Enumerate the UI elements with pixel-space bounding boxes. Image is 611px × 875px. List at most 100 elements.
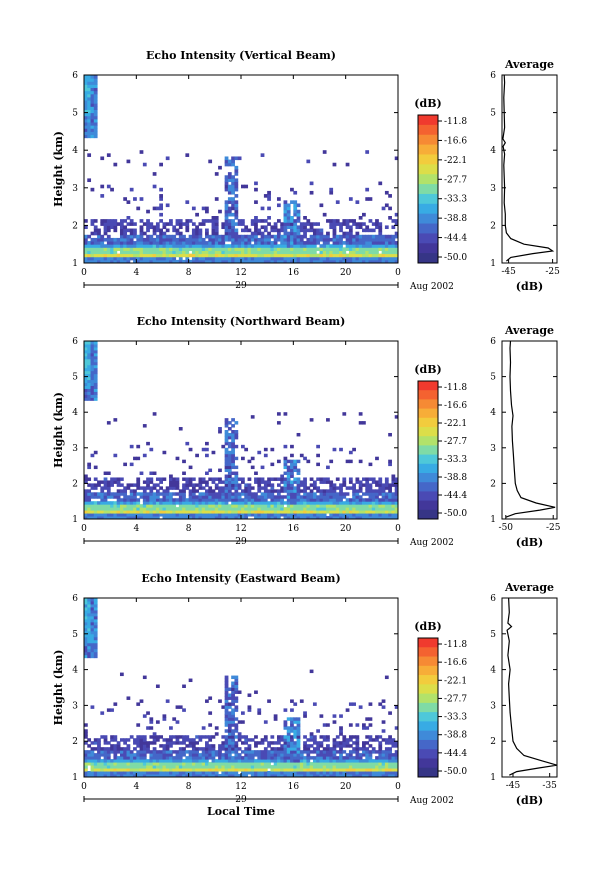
heatmap-cell <box>293 741 298 745</box>
heatmap-cell <box>100 747 105 751</box>
heatmap-cells <box>84 598 399 778</box>
heatmap-cell <box>362 747 366 751</box>
heatmap-cell <box>391 247 396 251</box>
heatmap-cell <box>231 774 235 778</box>
heatmap-cell <box>378 735 383 739</box>
heatmap-cell <box>175 244 180 248</box>
heatmap-cell <box>90 483 95 487</box>
heatmap-cell <box>371 750 376 754</box>
heatmap-cell <box>231 228 235 233</box>
heatmap-cell <box>155 750 160 754</box>
heatmap-cell <box>234 444 239 449</box>
heatmap-cell <box>231 684 235 688</box>
heatmap-cell <box>84 603 88 608</box>
heatmap-cell <box>116 771 121 775</box>
heatmap-cell <box>260 256 265 261</box>
heatmap-cell <box>185 244 190 248</box>
heatmap-cell <box>149 486 154 490</box>
heatmap-cell <box>93 96 98 101</box>
heatmap-cell <box>263 480 268 484</box>
heatmap-cell <box>100 241 105 245</box>
heatmap-cell <box>142 507 147 511</box>
heatmap-cell <box>254 477 258 481</box>
heatmap-cell <box>352 774 356 778</box>
heatmap-cell <box>100 253 105 258</box>
heatmap-cell <box>247 756 252 760</box>
heatmap-cell <box>224 159 229 164</box>
heatmap-cell <box>280 498 285 502</box>
heatmap-cell <box>381 501 386 505</box>
heatmap-cell <box>378 750 383 754</box>
heatmap-cell <box>355 738 360 742</box>
heatmap-cell <box>218 427 222 431</box>
heatmap-cell <box>133 495 137 499</box>
heatmap-cell <box>178 498 183 502</box>
heatmap-cell <box>342 219 347 223</box>
heatmap-cell <box>267 259 271 264</box>
heatmap-cell <box>355 762 360 766</box>
heatmap-cell <box>165 747 170 751</box>
heatmap-cell <box>155 510 160 514</box>
heatmap-cell <box>208 486 213 490</box>
heatmap-cell <box>319 768 324 772</box>
heatmap-cell <box>205 447 209 452</box>
heatmap-cell <box>241 756 245 760</box>
heatmap-cell <box>205 759 209 763</box>
heatmap-cell <box>332 495 337 499</box>
heatmap-cell <box>286 729 291 733</box>
heatmap-cell <box>299 483 304 487</box>
colorbar-swatch <box>418 390 438 400</box>
heatmap-cell <box>126 507 131 511</box>
heatmap-cell <box>231 732 235 736</box>
heatmap-cell <box>93 507 98 511</box>
heatmap-cell <box>84 367 88 372</box>
heatmap-cell <box>185 153 190 157</box>
heatmap-cell <box>394 741 399 745</box>
heatmap-cell <box>303 486 307 490</box>
heatmap-cell <box>201 206 206 211</box>
heatmap-cell <box>273 510 278 514</box>
heatmap-cell <box>123 510 128 514</box>
heatmap-cell <box>90 750 95 754</box>
heatmap-cell <box>97 774 101 778</box>
heatmap-cell <box>355 771 360 775</box>
heatmap-cell <box>110 187 114 192</box>
heatmap-cell <box>155 237 160 242</box>
heatmap-cell <box>371 759 376 763</box>
heatmap-cell <box>93 237 98 242</box>
heatmap-cell <box>110 762 114 766</box>
heatmap-cell <box>290 187 294 192</box>
heatmap-cell <box>84 606 88 611</box>
heatmap-cell <box>175 253 180 258</box>
heatmap-cell <box>84 630 88 635</box>
average-y-tick-label: 1 <box>490 773 496 783</box>
heatmap-cell <box>221 735 226 739</box>
heatmap-cell <box>123 513 128 517</box>
heatmap-cell <box>93 259 98 264</box>
heatmap-cell <box>227 747 232 751</box>
heatmap-cell <box>205 501 209 505</box>
heatmap-cell <box>110 225 114 230</box>
heatmap-cell <box>368 486 373 490</box>
heatmap-cell <box>90 231 95 236</box>
heatmap-cell <box>316 477 320 481</box>
heatmap-cell <box>110 247 114 251</box>
heatmap-cell <box>241 234 245 239</box>
heatmap-cell <box>335 762 340 766</box>
heatmap-cell <box>267 750 271 754</box>
heatmap-cell <box>345 507 350 511</box>
heatmap-cell <box>371 774 376 778</box>
heatmap-cell <box>103 750 108 754</box>
heatmap-cell <box>260 753 265 757</box>
heatmap-cell <box>119 759 124 763</box>
heatmap-cell <box>90 606 95 611</box>
average-unit: (dB) <box>516 794 543 807</box>
heatmap-cell <box>227 234 232 239</box>
heatmap-cell <box>224 256 229 261</box>
heatmap-cell <box>195 504 199 508</box>
heatmap-cell <box>136 234 141 239</box>
heatmap-cell <box>326 771 330 775</box>
heatmap-cell <box>358 253 363 258</box>
heatmap-cell <box>103 244 108 248</box>
heatmap-cell <box>227 465 232 470</box>
